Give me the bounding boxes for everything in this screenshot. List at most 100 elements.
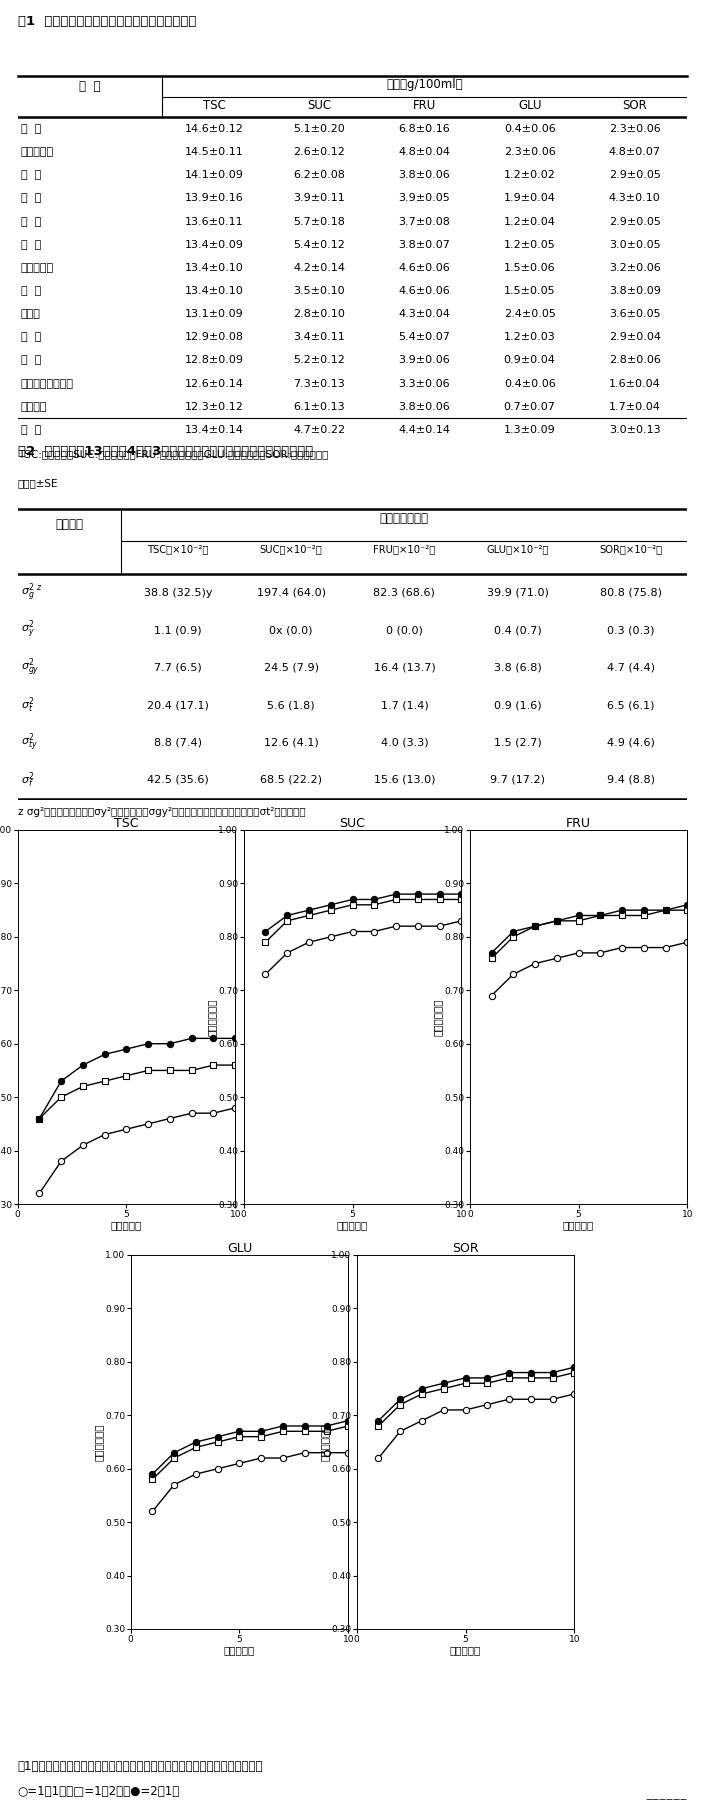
Text: 3.6±0.05: 3.6±0.05: [609, 310, 661, 319]
Text: なつしずく: なつしずく: [21, 263, 54, 274]
Text: 5.2±0.12: 5.2±0.12: [293, 355, 345, 365]
Text: 4.4±0.14: 4.4±0.14: [398, 425, 450, 436]
Text: 3.9±0.11: 3.9±0.11: [293, 193, 345, 203]
Text: TSC: TSC: [203, 99, 226, 112]
Text: 図1．果実、樹および年次の反復がナシの糖成分の広義の遺伝率に及ぼす影響: 図1．果実、樹および年次の反復がナシの糖成分の広義の遺伝率に及ぼす影響: [18, 1760, 263, 1773]
Text: （齋藤寿広）: （齋藤寿広）: [645, 1798, 687, 1800]
Text: 0.4±0.06: 0.4±0.06: [504, 378, 556, 389]
Text: SOR: SOR: [623, 99, 647, 112]
Title: SUC: SUC: [340, 817, 365, 830]
Text: 82.3 (68.6): 82.3 (68.6): [374, 589, 436, 598]
Text: 3.7±0.08: 3.7±0.08: [398, 216, 450, 227]
Text: 13.4±0.09: 13.4±0.09: [185, 239, 244, 250]
Y-axis label: 広義の遺伝率: 広義の遺伝率: [207, 999, 216, 1035]
Text: GLU（×10⁻²）: GLU（×10⁻²）: [486, 544, 548, 554]
Text: 13.9±0.16: 13.9±0.16: [185, 193, 243, 203]
Text: 平均値±SE: 平均値±SE: [18, 477, 58, 488]
Y-axis label: 広義の遺伝率: 広義の遺伝率: [94, 1424, 104, 1462]
Text: 1.2±0.02: 1.2±0.02: [503, 171, 556, 180]
Y-axis label: 広義の遺伝率: 広義の遺伝率: [433, 999, 443, 1035]
Text: 13.4±0.14: 13.4±0.14: [185, 425, 244, 436]
Text: TSC（×10⁻²）: TSC（×10⁻²）: [147, 544, 209, 554]
Text: ほしあかり: ほしあかり: [21, 148, 54, 157]
Text: 4.2±0.14: 4.2±0.14: [293, 263, 345, 274]
Text: 5.4±0.07: 5.4±0.07: [398, 333, 450, 342]
Text: 0.9 (1.6): 0.9 (1.6): [493, 700, 541, 709]
Text: 分散成分推定値: 分散成分推定値: [380, 513, 429, 526]
Text: 含量（g/100ml）: 含量（g/100ml）: [386, 77, 462, 90]
Text: 1.5 (2.7): 1.5 (2.7): [493, 738, 541, 747]
Text: 5.6 (1.8): 5.6 (1.8): [267, 700, 315, 709]
X-axis label: 果実反復数: 果実反復数: [337, 1220, 368, 1229]
Text: 2.6±0.12: 2.6±0.12: [293, 148, 345, 157]
Text: 7.7 (6.5): 7.7 (6.5): [154, 662, 202, 673]
Text: 38.8 (32.5)y: 38.8 (32.5)y: [144, 589, 212, 598]
Text: SUC（×10⁻²）: SUC（×10⁻²）: [260, 544, 323, 554]
Text: 2.8±0.06: 2.8±0.06: [609, 355, 661, 365]
Text: 3.4±0.11: 3.4±0.11: [293, 333, 345, 342]
Text: ゴールド二十世紀: ゴールド二十世紀: [21, 378, 74, 389]
Text: 表1  供試品種の果実中の総糖および糖成分含量: 表1 供試品種の果実中の総糖および糖成分含量: [18, 14, 196, 29]
Text: 24.5 (7.9): 24.5 (7.9): [264, 662, 319, 673]
Text: yカッコ内の数字は各分散成分の比率: yカッコ内の数字は各分散成分の比率: [18, 868, 124, 878]
X-axis label: 果実反復数: 果実反復数: [224, 1645, 255, 1654]
Text: 12.9±0.08: 12.9±0.08: [185, 333, 244, 342]
Text: 0.4±0.06: 0.4±0.06: [504, 124, 556, 133]
Text: 王  秋: 王 秋: [21, 333, 41, 342]
Text: 3.8±0.09: 3.8±0.09: [609, 286, 661, 295]
Text: 12.6 (4.1): 12.6 (4.1): [264, 738, 319, 747]
Text: 14.6±0.12: 14.6±0.12: [185, 124, 244, 133]
Text: 80.8 (75.8): 80.8 (75.8): [600, 589, 662, 598]
Text: 甘  太: 甘 太: [21, 124, 41, 133]
Text: 品  種: 品 種: [79, 79, 100, 92]
Text: 4.0 (3.3): 4.0 (3.3): [381, 738, 428, 747]
Text: 13.4±0.10: 13.4±0.10: [185, 286, 243, 295]
Text: 1.1 (0.9): 1.1 (0.9): [154, 625, 202, 635]
Text: 3.8±0.06: 3.8±0.06: [398, 401, 450, 412]
Text: 6.1±0.13: 6.1±0.13: [293, 401, 345, 412]
Text: 2.9±0.05: 2.9±0.05: [609, 216, 661, 227]
X-axis label: 果実反復数: 果実反復数: [450, 1645, 481, 1654]
Text: SOR（×10⁻²）: SOR（×10⁻²）: [599, 544, 662, 554]
Text: 秋  麗: 秋 麗: [21, 171, 41, 180]
Text: 3.5±0.10: 3.5±0.10: [293, 286, 345, 295]
Title: GLU: GLU: [227, 1242, 252, 1255]
Text: 3.8 (6.8): 3.8 (6.8): [493, 662, 541, 673]
Text: 0 (0.0): 0 (0.0): [386, 625, 423, 635]
Text: 2.3±0.06: 2.3±0.06: [609, 124, 661, 133]
Title: SOR: SOR: [452, 1242, 479, 1255]
Text: 1.6±0.04: 1.6±0.04: [609, 378, 661, 389]
Text: $\sigma_y^2$: $\sigma_y^2$: [21, 619, 35, 641]
Text: FRU: FRU: [413, 99, 436, 112]
Text: 5.1±0.20: 5.1±0.20: [293, 124, 345, 133]
Text: 4.6±0.06: 4.6±0.06: [398, 286, 450, 295]
Text: $\sigma_{ty}^2$: $\sigma_{ty}^2$: [21, 731, 38, 754]
Text: 幸  水: 幸 水: [21, 286, 41, 295]
Text: 平  均: 平 均: [21, 425, 41, 436]
Text: 3.8±0.07: 3.8±0.07: [398, 239, 450, 250]
Text: 3.3±0.06: 3.3±0.06: [399, 378, 450, 389]
Text: 凛  夏: 凛 夏: [21, 355, 41, 365]
Text: ○=1樹1年；□=1樹2年；●=2樹1年: ○=1樹1年；□=1樹2年；●=2樹1年: [18, 1786, 180, 1798]
Text: 4.3±0.04: 4.3±0.04: [398, 310, 450, 319]
Text: $\sigma_f^2$: $\sigma_f^2$: [21, 770, 35, 790]
Text: なるみ: なるみ: [21, 310, 41, 319]
Text: 2.3±0.06: 2.3±0.06: [504, 148, 556, 157]
Text: 1.2±0.03: 1.2±0.03: [504, 333, 556, 342]
Text: あきづき: あきづき: [21, 401, 47, 412]
Text: 9.4 (8.8): 9.4 (8.8): [607, 774, 655, 785]
Text: 3.0±0.13: 3.0±0.13: [609, 425, 661, 436]
Text: 4.9 (4.6): 4.9 (4.6): [607, 738, 655, 747]
Text: 7.3±0.13: 7.3±0.13: [293, 378, 345, 389]
X-axis label: 果実反復数: 果実反復数: [563, 1220, 594, 1229]
Text: 1.5±0.06: 1.5±0.06: [504, 263, 556, 274]
Text: 分散成分: 分散成分: [56, 518, 83, 531]
Text: 豊  水: 豊 水: [21, 239, 41, 250]
Text: 1.7 (1.4): 1.7 (1.4): [381, 700, 428, 709]
Text: 16.4 (13.7): 16.4 (13.7): [374, 662, 435, 673]
Text: 68.5 (22.2): 68.5 (22.2): [260, 774, 322, 785]
Text: 3.0±0.05: 3.0±0.05: [609, 239, 661, 250]
Text: 12.8±0.09: 12.8±0.09: [185, 355, 244, 365]
Text: 1.2±0.05: 1.2±0.05: [504, 239, 556, 250]
Text: 表2  ニホンナシ13品種、4年、3樹を用いた果汁内糖成分における分散成分: 表2 ニホンナシ13品種、4年、3樹を用いた果汁内糖成分における分散成分: [18, 445, 313, 457]
